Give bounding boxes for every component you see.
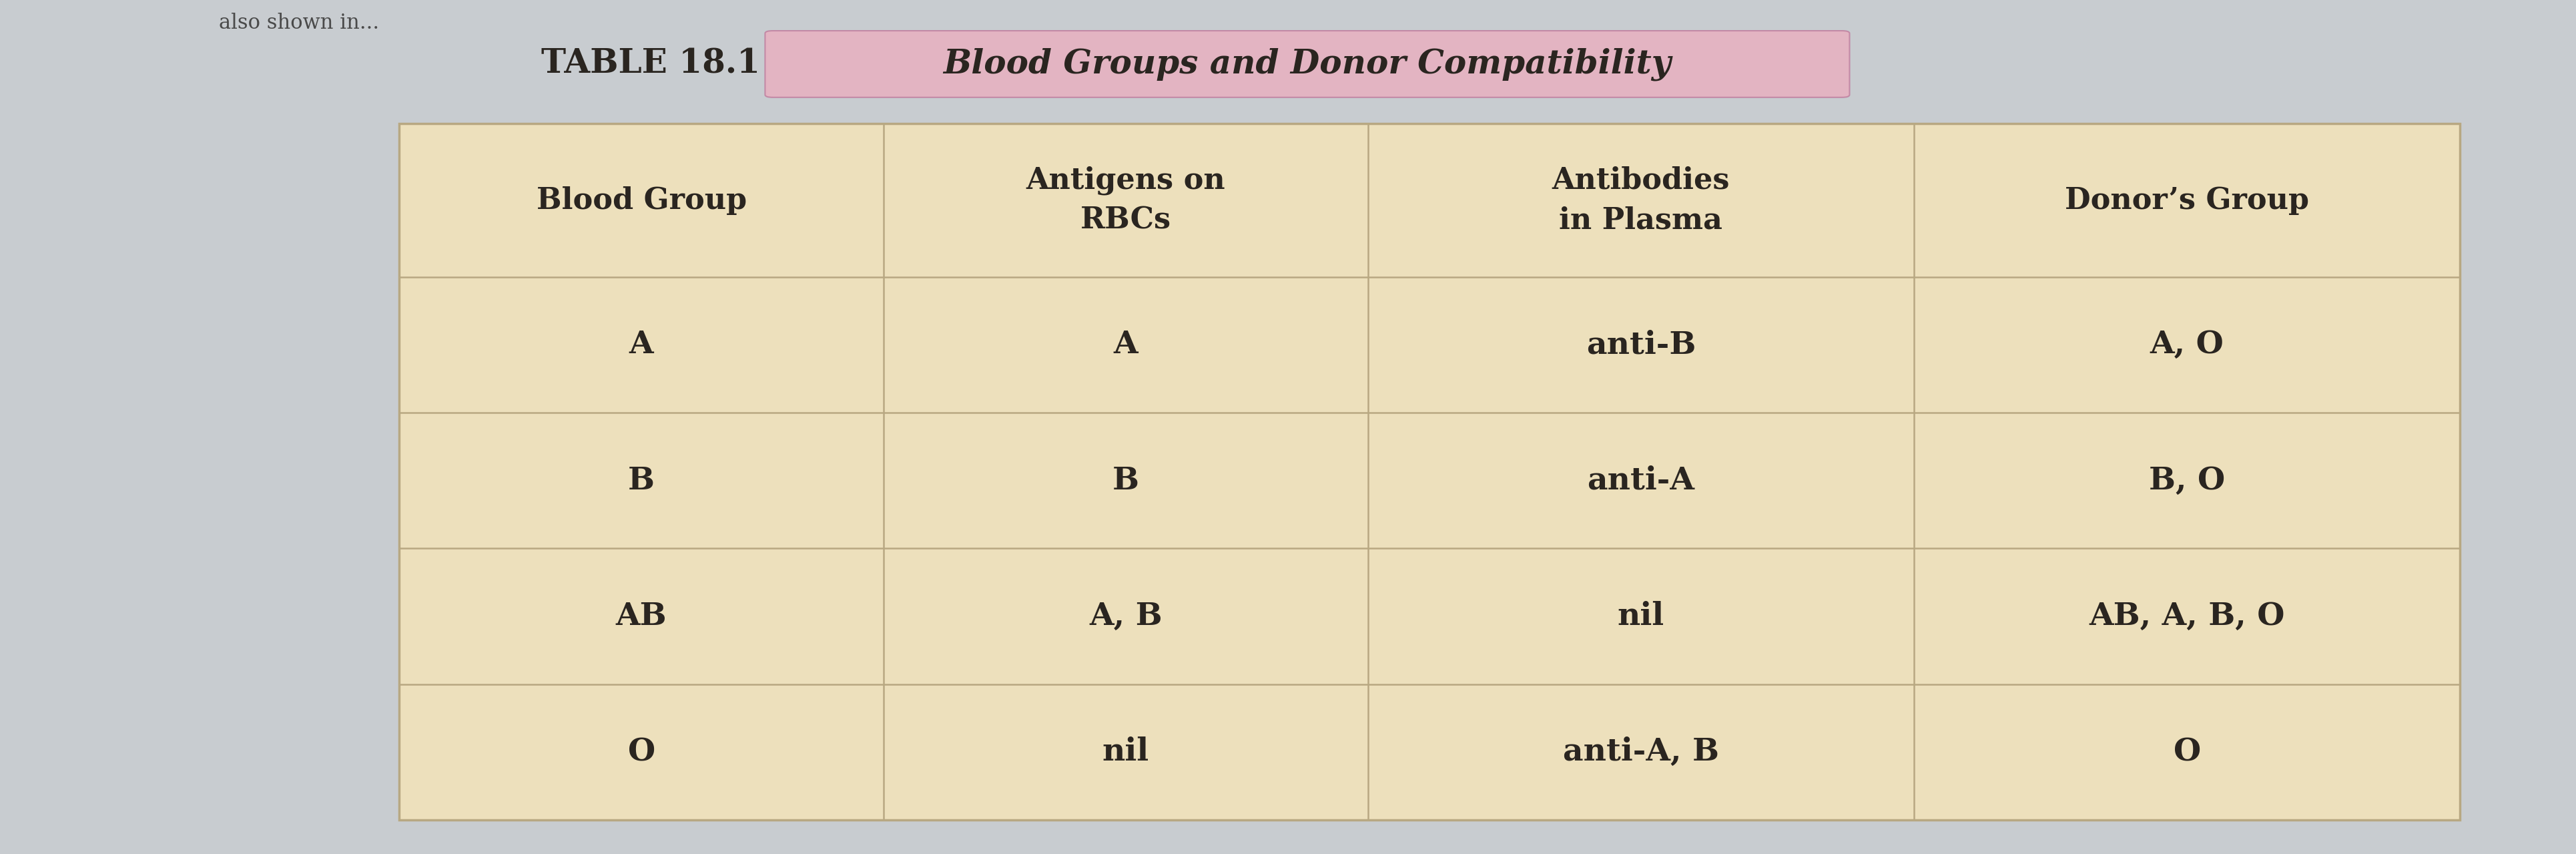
Text: Blood Groups and Donor Compatibility: Blood Groups and Donor Compatibility — [943, 48, 1672, 80]
FancyBboxPatch shape — [765, 31, 1850, 97]
Text: B: B — [629, 465, 654, 496]
Text: Donor’s Group: Donor’s Group — [2066, 186, 2308, 214]
Text: AB, A, B, O: AB, A, B, O — [2089, 601, 2285, 632]
Text: nil: nil — [1618, 601, 1664, 632]
Text: Antibodies
in Plasma: Antibodies in Plasma — [1551, 166, 1731, 235]
Text: A: A — [629, 330, 654, 360]
Text: O: O — [629, 737, 654, 768]
Text: also shown in...: also shown in... — [219, 13, 379, 33]
Text: TABLE 18.1: TABLE 18.1 — [541, 48, 760, 80]
Text: A, O: A, O — [2151, 330, 2223, 360]
Text: nil: nil — [1103, 737, 1149, 768]
Bar — [399, 124, 2460, 820]
Text: Antigens on
RBCs: Antigens on RBCs — [1025, 166, 1226, 235]
Text: O: O — [2174, 737, 2200, 768]
Text: anti-B: anti-B — [1587, 330, 1695, 360]
Text: AB: AB — [616, 601, 667, 632]
Text: B: B — [1113, 465, 1139, 496]
Text: anti-A, B: anti-A, B — [1564, 737, 1718, 768]
Bar — [399, 124, 2460, 820]
Text: A: A — [1113, 330, 1139, 360]
Text: A, B: A, B — [1090, 601, 1162, 632]
Text: Blood Group: Blood Group — [536, 186, 747, 214]
Text: B, O: B, O — [2148, 465, 2226, 496]
Text: anti-A: anti-A — [1587, 465, 1695, 496]
